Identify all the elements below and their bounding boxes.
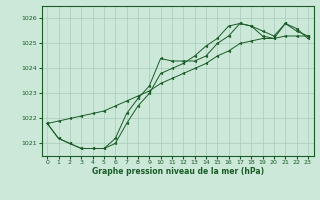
- X-axis label: Graphe pression niveau de la mer (hPa): Graphe pression niveau de la mer (hPa): [92, 167, 264, 176]
